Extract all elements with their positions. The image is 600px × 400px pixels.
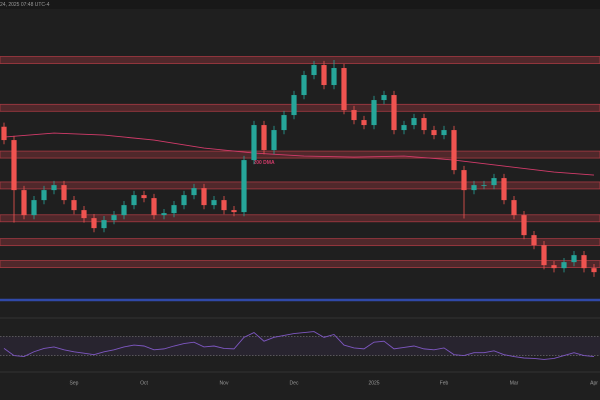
candle-body — [351, 110, 357, 121]
candle-body — [401, 125, 407, 131]
rsi-line — [3, 331, 595, 360]
candle-body — [361, 120, 367, 126]
candle-body — [251, 125, 257, 161]
candle-body — [61, 185, 67, 201]
candle-body — [101, 220, 107, 229]
candle-body — [301, 75, 307, 96]
x-tick-label: Sep — [70, 380, 79, 386]
candle-body — [71, 200, 77, 211]
x-tick-label: Oct — [140, 380, 148, 386]
candle-body — [391, 95, 397, 131]
candle-body — [281, 115, 287, 131]
resistance-zone — [0, 150, 600, 159]
candle-body — [341, 68, 347, 111]
candle-body — [141, 195, 147, 199]
x-tick-label: Mar — [510, 380, 519, 386]
candle-body — [111, 215, 117, 221]
candle-body — [451, 130, 457, 171]
x-tick-label: Feb — [440, 380, 449, 386]
candle-body — [551, 265, 557, 269]
candle-body — [91, 218, 97, 229]
candle-body — [481, 185, 487, 186]
candle-body — [581, 255, 587, 269]
candle-body — [21, 190, 27, 216]
candle-body — [441, 130, 447, 136]
candle-body — [591, 268, 597, 273]
candle-body — [531, 235, 537, 246]
ma-label: 200 DMA — [253, 160, 275, 166]
candle-body — [411, 118, 417, 126]
candle-body — [211, 200, 217, 206]
candle-body — [151, 198, 157, 216]
resistance-zone — [0, 214, 600, 223]
candle-body — [181, 195, 187, 206]
candle-body — [1, 126, 7, 141]
resistance-zone — [0, 103, 600, 112]
candle-body — [131, 195, 137, 206]
x-tick-label: Apr — [590, 380, 598, 386]
candle-body — [291, 95, 297, 116]
candle-body — [241, 160, 247, 213]
candle-body — [11, 140, 17, 191]
candle-body — [51, 185, 57, 191]
candle-body — [81, 210, 87, 219]
candle-body — [321, 65, 327, 86]
candle-body — [261, 125, 267, 151]
candle-body — [331, 68, 337, 86]
candle-body — [501, 178, 507, 201]
candle-body — [541, 245, 547, 266]
x-tick-label: Nov — [220, 380, 229, 386]
candle-body — [421, 118, 427, 131]
candle-body — [431, 130, 437, 136]
x-tick-label: 2025 — [368, 380, 379, 386]
candle-body — [381, 95, 387, 101]
candle-body — [201, 188, 207, 206]
header-bar — [0, 0, 600, 9]
candle-body — [171, 205, 177, 214]
x-tick-label: Dec — [290, 380, 299, 386]
candle-body — [221, 200, 227, 211]
resistance-zone — [0, 56, 600, 64]
candle-body — [161, 213, 167, 216]
ma-line — [3, 132, 595, 176]
candle-body — [491, 178, 497, 186]
candle-body — [41, 190, 47, 201]
candle-body — [571, 255, 577, 263]
candle-body — [231, 210, 237, 213]
rsi-band — [0, 336, 600, 356]
candle-body — [461, 170, 467, 191]
candle-body — [471, 185, 477, 191]
resistance-zone — [0, 238, 600, 247]
candle-body — [561, 262, 567, 269]
candle-body — [521, 215, 527, 236]
candle-body — [371, 100, 377, 126]
resistance-zone — [0, 181, 600, 190]
candle-body — [311, 65, 317, 76]
candle-body — [121, 205, 127, 216]
candle-body — [31, 200, 37, 216]
candle-body — [271, 130, 277, 151]
header-text: 24, 2025 07:48 UTC-4 — [0, 2, 50, 8]
resistance-zone — [0, 260, 600, 268]
candle-body — [191, 188, 197, 196]
candle-body — [511, 200, 517, 216]
